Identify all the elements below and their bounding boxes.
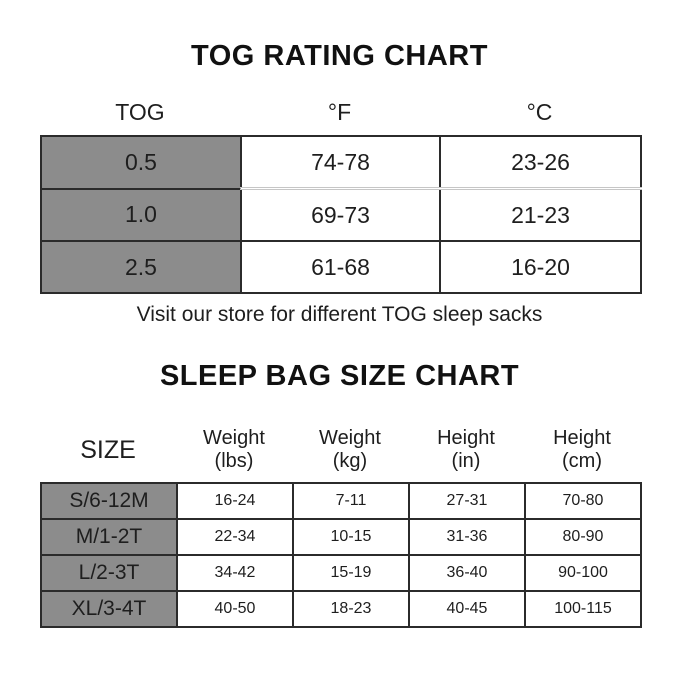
tog-chart-title: TOG RATING CHART: [191, 40, 488, 72]
weight-lbs-cell: 16-24: [176, 482, 294, 520]
height-cm-column-header: Height (cm): [524, 427, 640, 473]
size-label-cell: M/1-2T: [40, 518, 178, 556]
tog-rating-table: 0.5 74-78 23-26 1.0 69-73 21-23 2.5 61-6…: [40, 135, 642, 294]
table-row: 2.5 61-68 16-20: [40, 240, 642, 294]
store-note: Visit our store for different TOG sleep …: [136, 303, 543, 326]
height-cm-cell: 80-90: [524, 518, 642, 556]
celsius-range-cell: 16-20: [439, 240, 642, 294]
height-in-cell: 40-45: [408, 590, 526, 628]
size-chart-title: SLEEP BAG SIZE CHART: [159, 360, 520, 392]
celsius-range-cell: 21-23: [439, 187, 642, 242]
tog-value-cell: 1.0: [40, 187, 242, 242]
weight-lbs-cell: 40-50: [176, 590, 294, 628]
table-row: 1.0 69-73 21-23: [40, 187, 642, 242]
size-column-header: SIZE: [80, 435, 136, 464]
size-label-cell: XL/3-4T: [40, 590, 178, 628]
size-label-cell: S/6-12M: [40, 482, 178, 520]
header-line-bottom: (cm): [562, 450, 602, 472]
height-in-cell: 36-40: [408, 554, 526, 592]
fahrenheit-range-cell: 61-68: [240, 240, 441, 294]
header-line-top: Weight: [203, 426, 265, 449]
header-line-top: Height: [553, 426, 611, 449]
height-cm-cell: 70-80: [524, 482, 642, 520]
header-line-bottom: (in): [451, 450, 481, 472]
weight-lbs-column-header: Weight (lbs): [176, 427, 292, 473]
table-row: M/1-2T 22-34 10-15 31-36 80-90: [40, 518, 642, 556]
weight-lbs-cell: 22-34: [176, 518, 294, 556]
weight-kg-cell: 7-11: [292, 482, 410, 520]
weight-kg-column-header: Weight (kg): [292, 427, 408, 473]
tog-table-header-row: TOG °F °C: [40, 99, 640, 126]
size-table-header-row: SIZE Weight (lbs) Weight (kg) Height (in) H…: [40, 421, 640, 479]
height-cm-cell: 90-100: [524, 554, 642, 592]
tog-value-cell: 2.5: [40, 240, 242, 294]
weight-kg-cell: 15-19: [292, 554, 410, 592]
fahrenheit-range-cell: 74-78: [240, 135, 441, 190]
table-row: XL/3-4T 40-50 18-23 40-45 100-115: [40, 590, 642, 628]
sleep-bag-size-table: S/6-12M 16-24 7-11 27-31 70-80 M/1-2T 22…: [40, 482, 642, 628]
height-cm-cell: 100-115: [524, 590, 642, 628]
header-line-top: Height: [437, 426, 495, 449]
weight-kg-cell: 10-15: [292, 518, 410, 556]
header-line-bottom: (kg): [332, 450, 368, 472]
tog-value-cell: 0.5: [40, 135, 242, 190]
table-row: 0.5 74-78 23-26: [40, 135, 642, 190]
weight-kg-cell: 18-23: [292, 590, 410, 628]
celsius-range-cell: 23-26: [439, 135, 642, 190]
header-line-bottom: (lbs): [214, 450, 254, 472]
height-in-cell: 27-31: [408, 482, 526, 520]
tog-column-header: TOG: [115, 99, 165, 125]
table-row: L/2-3T 34-42 15-19 36-40 90-100: [40, 554, 642, 592]
celsius-column-header: °C: [526, 99, 553, 125]
height-in-column-header: Height (in): [408, 427, 524, 473]
header-line-top: Weight: [319, 426, 381, 449]
fahrenheit-column-header: °F: [327, 99, 352, 125]
table-row: S/6-12M 16-24 7-11 27-31 70-80: [40, 482, 642, 520]
height-in-cell: 31-36: [408, 518, 526, 556]
fahrenheit-range-cell: 69-73: [240, 187, 441, 242]
size-label-cell: L/2-3T: [40, 554, 178, 592]
weight-lbs-cell: 34-42: [176, 554, 294, 592]
